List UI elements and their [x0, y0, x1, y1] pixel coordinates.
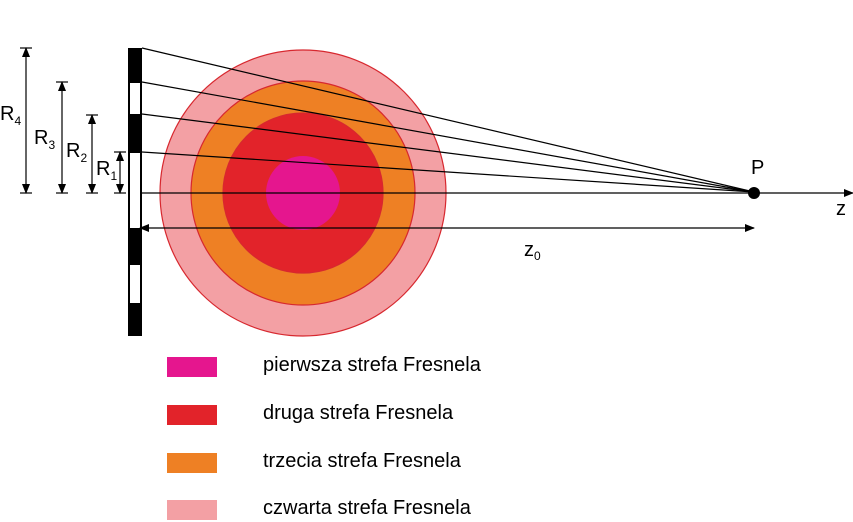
ray-r2 [141, 113, 755, 193]
z-axis-label: z [836, 198, 846, 220]
r1-label: R1 [96, 158, 117, 183]
legend-label-zone-2: druga strefa Fresnela [263, 402, 454, 424]
legend-swatch-zone-1 [167, 357, 217, 377]
legend-swatch-zone-4 [167, 500, 217, 520]
r3-label: R3 [34, 127, 55, 152]
legend-label-zone-1: pierwsza strefa Fresnela [263, 354, 481, 376]
point-p [748, 187, 760, 199]
z0-label: z0 [524, 239, 541, 263]
r2-label: R2 [66, 140, 87, 165]
ray-r3 [141, 81, 755, 193]
radius-dimensions [20, 47, 126, 194]
legend-item-zone-2: druga strefa Fresnela [167, 402, 767, 427]
point-p-label: P [751, 157, 764, 179]
r4-label: R4 [0, 103, 21, 128]
ray-r4 [141, 47, 755, 193]
legend-item-zone-4: czwarta strefa Fresnela [167, 497, 767, 522]
legend-label-zone-4: czwarta strefa Fresnela [263, 497, 471, 519]
legend-label-zone-3: trzecia strefa Fresnela [263, 450, 461, 472]
legend-swatch-zone-2 [167, 405, 217, 425]
legend-swatch-zone-3 [167, 453, 217, 473]
aperture-screen [128, 48, 142, 336]
ray-lines [141, 47, 755, 193]
legend-item-zone-1: pierwsza strefa Fresnela [167, 354, 767, 379]
legend-item-zone-3: trzecia strefa Fresnela [167, 450, 767, 475]
ray-r1 [141, 151, 755, 193]
